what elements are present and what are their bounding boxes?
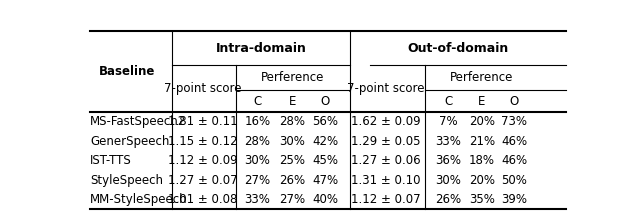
- Text: C: C: [253, 95, 262, 108]
- Text: 1.27 ± 0.06: 1.27 ± 0.06: [351, 154, 421, 167]
- Text: 20%: 20%: [468, 174, 495, 187]
- Text: 7-point score: 7-point score: [164, 82, 242, 95]
- Text: 1.81 ± 0.11: 1.81 ± 0.11: [168, 115, 238, 129]
- Text: 25%: 25%: [279, 154, 305, 167]
- Text: 73%: 73%: [502, 115, 527, 129]
- Text: 18%: 18%: [468, 154, 495, 167]
- Text: 30%: 30%: [279, 135, 305, 148]
- Text: C: C: [444, 95, 452, 108]
- Text: 47%: 47%: [312, 174, 338, 187]
- Text: Perference: Perference: [260, 71, 324, 84]
- Text: 1.31 ± 0.10: 1.31 ± 0.10: [351, 174, 420, 187]
- Text: 1.12 ± 0.09: 1.12 ± 0.09: [168, 154, 238, 167]
- Text: GenerSpeech: GenerSpeech: [90, 135, 170, 148]
- Text: 46%: 46%: [501, 154, 527, 167]
- Text: 40%: 40%: [312, 193, 338, 206]
- Text: 33%: 33%: [435, 135, 461, 148]
- Text: 42%: 42%: [312, 135, 338, 148]
- Text: O: O: [321, 95, 330, 108]
- Text: E: E: [289, 95, 296, 108]
- Text: 27%: 27%: [279, 193, 305, 206]
- Text: 1.01 ± 0.08: 1.01 ± 0.08: [168, 193, 237, 206]
- Text: 35%: 35%: [469, 193, 495, 206]
- Text: 28%: 28%: [279, 115, 305, 129]
- Text: IST-TTS: IST-TTS: [90, 154, 132, 167]
- Text: 46%: 46%: [501, 135, 527, 148]
- Text: MS-FastSpeech2: MS-FastSpeech2: [90, 115, 186, 129]
- Text: 7-point score: 7-point score: [348, 82, 425, 95]
- Text: 36%: 36%: [435, 154, 461, 167]
- Text: StyleSpeech: StyleSpeech: [90, 174, 163, 187]
- Text: O: O: [510, 95, 519, 108]
- Text: 45%: 45%: [312, 154, 338, 167]
- Text: Intra-domain: Intra-domain: [216, 42, 307, 55]
- Text: 26%: 26%: [435, 193, 461, 206]
- Text: 16%: 16%: [244, 115, 271, 129]
- Text: 1.27 ± 0.07: 1.27 ± 0.07: [168, 174, 238, 187]
- Text: MM-StyleSpeech: MM-StyleSpeech: [90, 193, 188, 206]
- Text: 7%: 7%: [438, 115, 458, 129]
- Text: 39%: 39%: [502, 193, 527, 206]
- Text: 27%: 27%: [244, 174, 271, 187]
- Text: 30%: 30%: [244, 154, 271, 167]
- Text: 30%: 30%: [435, 174, 461, 187]
- Text: Baseline: Baseline: [99, 65, 156, 78]
- Text: 26%: 26%: [279, 174, 305, 187]
- Text: 1.15 ± 0.12: 1.15 ± 0.12: [168, 135, 238, 148]
- Text: 1.29 ± 0.05: 1.29 ± 0.05: [351, 135, 420, 148]
- Text: E: E: [478, 95, 486, 108]
- Text: 21%: 21%: [468, 135, 495, 148]
- Text: 56%: 56%: [312, 115, 338, 129]
- Text: 50%: 50%: [502, 174, 527, 187]
- Text: 20%: 20%: [468, 115, 495, 129]
- Text: 33%: 33%: [244, 193, 271, 206]
- Text: Out-of-domain: Out-of-domain: [407, 42, 509, 55]
- Text: Perference: Perference: [450, 71, 513, 84]
- Text: 1.12 ± 0.07: 1.12 ± 0.07: [351, 193, 421, 206]
- Text: 1.62 ± 0.09: 1.62 ± 0.09: [351, 115, 421, 129]
- Text: 28%: 28%: [244, 135, 271, 148]
